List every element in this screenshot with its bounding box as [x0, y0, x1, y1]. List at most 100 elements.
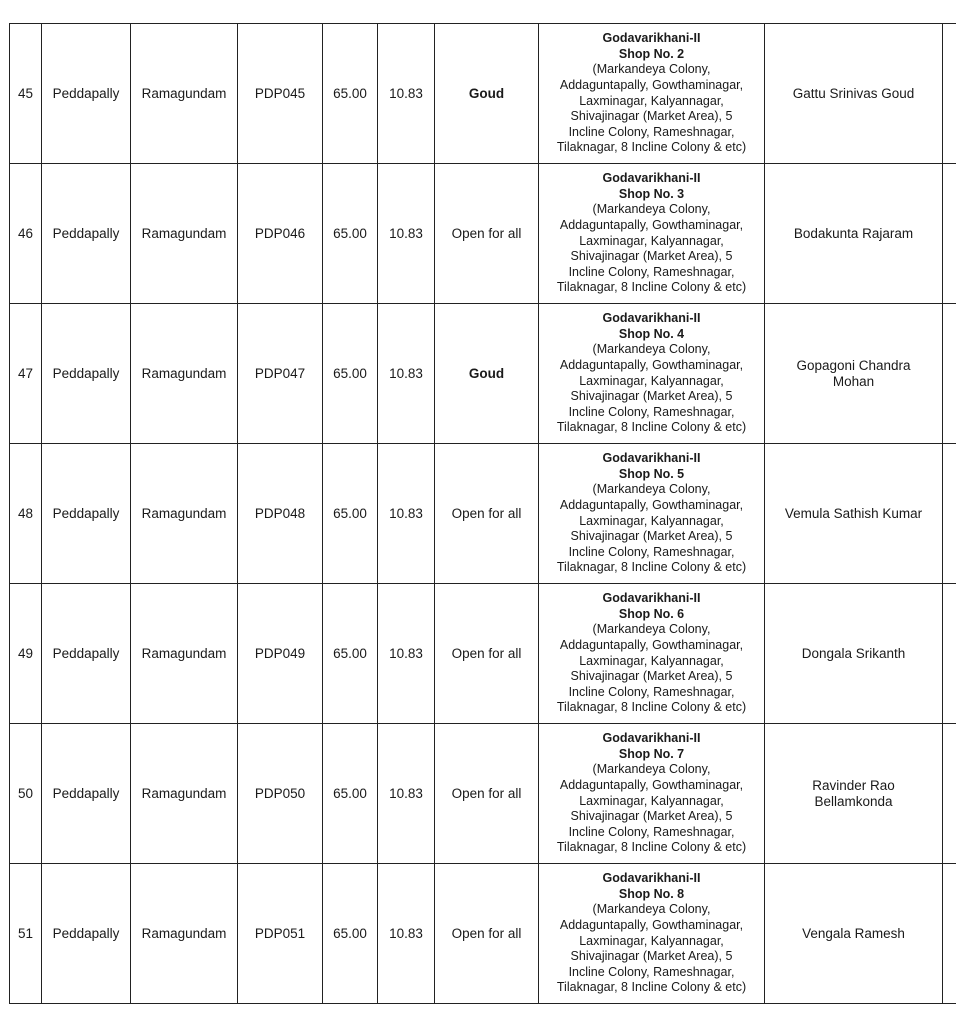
location-line: Incline Colony, Rameshnagar,: [568, 544, 735, 559]
category-cell: Open for all: [434, 443, 539, 584]
location-line: Shivajinagar (Market Area), 5: [570, 669, 733, 684]
fee-cell: 65.00: [322, 443, 378, 584]
location-line: Tilaknagar, 8 Incline Colony & etc): [556, 280, 747, 295]
shop-number: Shop No. 7: [618, 746, 685, 761]
licensee-name-cell: Dongala Srikanth: [764, 583, 943, 724]
location-line: Shivajinagar (Market Area), 5: [570, 389, 733, 404]
location-title: Godavarikhani-II: [602, 731, 701, 746]
location-cell: Godavarikhani-II Shop No. 2 (Markandeya Co…: [538, 23, 765, 164]
category-cell: Open for all: [434, 863, 539, 1004]
excise-station-cell: Ramagundam: [130, 583, 238, 724]
truncated-cell: [942, 583, 956, 724]
category-cell: Open for all: [434, 163, 539, 304]
location-cell: Godavarikhani-II Shop No. 3 (Markandeya Co…: [538, 163, 765, 304]
location-line: Tilaknagar, 8 Incline Colony & etc): [556, 840, 747, 855]
location-title: Godavarikhani-II: [602, 311, 701, 326]
table-row: 45 Peddapally Ramagundam PDP045 65.00 10.83 Go…: [9, 23, 956, 164]
shop-number: Shop No. 4: [618, 326, 685, 341]
shop-code-cell: PDP049: [237, 583, 323, 724]
licensee-name-cell: Gopagoni Chandra Mohan: [764, 303, 943, 444]
location-line: Addaguntapally, Gowthaminagar,: [559, 497, 744, 512]
table-row: 49 Peddapally Ramagundam PDP049 65.00 10.83 Op…: [9, 583, 956, 724]
district-cell: Peddapally: [41, 863, 131, 1004]
location-line: Tilaknagar, 8 Incline Colony & etc): [556, 560, 747, 575]
location-line: Tilaknagar, 8 Incline Colony & etc): [556, 420, 747, 435]
location-title: Godavarikhani-II: [602, 171, 701, 186]
location-line: Addaguntapally, Gowthaminagar,: [559, 777, 744, 792]
location-cell: Godavarikhani-II Shop No. 8 (Markandeya Co…: [538, 863, 765, 1004]
table-row: 51 Peddapally Ramagundam PDP051 65.00 10.83 Op…: [9, 863, 956, 1004]
serial-number-cell: 51: [9, 863, 42, 1004]
location-line: Incline Colony, Rameshnagar,: [568, 404, 735, 419]
location-title: Godavarikhani-II: [602, 31, 701, 46]
licensee-name-cell: Ravinder Rao Bellamkonda: [764, 723, 943, 864]
amount-cell: 10.83: [377, 443, 435, 584]
excise-station-cell: Ramagundam: [130, 163, 238, 304]
fee-cell: 65.00: [322, 303, 378, 444]
location-line: Laxminagar, Kalyannagar,: [579, 933, 724, 948]
truncated-cell: [942, 723, 956, 864]
excise-station-cell: Ramagundam: [130, 723, 238, 864]
fee-cell: 65.00: [322, 23, 378, 164]
truncated-cell: [942, 23, 956, 164]
serial-number-cell: 45: [9, 23, 42, 164]
category-cell: Open for all: [434, 583, 539, 724]
location-line: (Markandeya Colony,: [592, 202, 711, 217]
amount-cell: 10.83: [377, 583, 435, 724]
location-line: (Markandeya Colony,: [592, 482, 711, 497]
location-line: Addaguntapally, Gowthaminagar,: [559, 357, 744, 372]
district-cell: Peddapally: [41, 23, 131, 164]
truncated-cell: [942, 303, 956, 444]
table-body: 45 Peddapally Ramagundam PDP045 65.00 10.83 Go…: [9, 23, 956, 1004]
shop-code-cell: PDP051: [237, 863, 323, 1004]
shop-number: Shop No. 2: [618, 46, 685, 61]
category-cell: Open for all: [434, 723, 539, 864]
location-title: Godavarikhani-II: [602, 451, 701, 466]
location-line: Tilaknagar, 8 Incline Colony & etc): [556, 980, 747, 995]
shop-code-cell: PDP046: [237, 163, 323, 304]
serial-number-cell: 47: [9, 303, 42, 444]
truncated-cell: [942, 163, 956, 304]
category-cell: Goud: [434, 23, 539, 164]
serial-number-cell: 49: [9, 583, 42, 724]
table-row: 48 Peddapally Ramagundam PDP048 65.00 10.83 Op…: [9, 443, 956, 584]
shop-code-cell: PDP048: [237, 443, 323, 584]
location-cell: Godavarikhani-II Shop No. 4 (Markandeya Co…: [538, 303, 765, 444]
truncated-cell: [942, 863, 956, 1004]
shop-allotment-table: 45 Peddapally Ramagundam PDP045 65.00 10.83 Go…: [9, 23, 956, 1004]
location-line: (Markandeya Colony,: [592, 62, 711, 77]
location-line: Incline Colony, Rameshnagar,: [568, 684, 735, 699]
shop-number: Shop No. 6: [618, 606, 685, 621]
fee-cell: 65.00: [322, 863, 378, 1004]
district-cell: Peddapally: [41, 163, 131, 304]
location-line: Addaguntapally, Gowthaminagar,: [559, 917, 744, 932]
licensee-name-cell: Vengala Ramesh: [764, 863, 943, 1004]
category-cell: Goud: [434, 303, 539, 444]
shop-code-cell: PDP045: [237, 23, 323, 164]
amount-cell: 10.83: [377, 303, 435, 444]
location-line: Shivajinagar (Market Area), 5: [570, 109, 733, 124]
fee-cell: 65.00: [322, 163, 378, 304]
location-line: Tilaknagar, 8 Incline Colony & etc): [556, 700, 747, 715]
location-line: Addaguntapally, Gowthaminagar,: [559, 637, 744, 652]
district-cell: Peddapally: [41, 443, 131, 584]
shop-code-cell: PDP047: [237, 303, 323, 444]
location-line: (Markandeya Colony,: [592, 622, 711, 637]
location-title: Godavarikhani-II: [602, 591, 701, 606]
fee-cell: 65.00: [322, 583, 378, 724]
table-row: 50 Peddapally Ramagundam PDP050 65.00 10.83 Op…: [9, 723, 956, 864]
location-title: Godavarikhani-II: [602, 871, 701, 886]
shop-number: Shop No. 8: [618, 886, 685, 901]
table-row: 47 Peddapally Ramagundam PDP047 65.00 10.83 Go…: [9, 303, 956, 444]
shop-number: Shop No. 5: [618, 466, 685, 481]
serial-number-cell: 46: [9, 163, 42, 304]
shop-code-cell: PDP050: [237, 723, 323, 864]
excise-station-cell: Ramagundam: [130, 303, 238, 444]
location-line: Incline Colony, Rameshnagar,: [568, 964, 735, 979]
excise-station-cell: Ramagundam: [130, 23, 238, 164]
district-cell: Peddapally: [41, 303, 131, 444]
district-cell: Peddapally: [41, 723, 131, 864]
location-line: Incline Colony, Rameshnagar,: [568, 264, 735, 279]
location-line: (Markandeya Colony,: [592, 762, 711, 777]
location-line: Tilaknagar, 8 Incline Colony & etc): [556, 140, 747, 155]
